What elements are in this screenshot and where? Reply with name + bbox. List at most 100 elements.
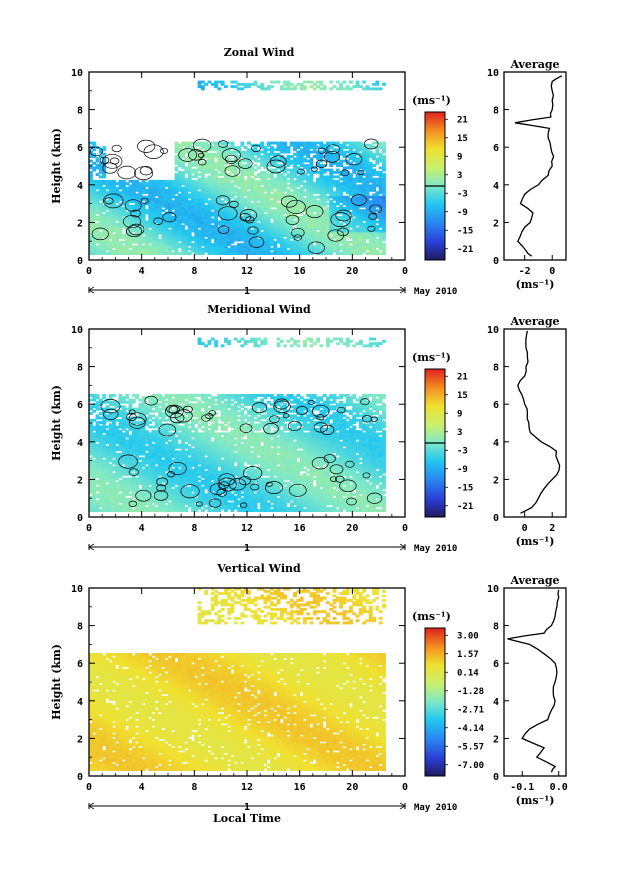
heatmap-cell	[349, 186, 353, 190]
heatmap-cell	[375, 161, 380, 165]
contour-loop	[89, 146, 103, 157]
heatmap-cell	[362, 216, 367, 219]
heatmap-cell	[289, 170, 294, 174]
heatmap-cell	[326, 236, 330, 240]
heatmap-cell	[260, 238, 265, 242]
heatmap-cell	[112, 202, 116, 206]
heatmap-cell	[362, 184, 367, 188]
heatmap-cell	[240, 207, 245, 210]
heatmap-cell	[89, 482, 93, 485]
heatmap-cell	[89, 412, 93, 415]
heatmap-cell	[263, 184, 268, 188]
heatmap-cell	[237, 191, 241, 195]
heatmap-cell	[273, 211, 278, 215]
heatmap-cell	[266, 152, 271, 156]
heatmap-cell	[227, 204, 232, 208]
heatmap-cell	[164, 188, 169, 192]
heatmap-cell	[306, 211, 311, 215]
heatmap-cell	[194, 245, 199, 249]
heatmap-cell	[322, 193, 327, 197]
heatmap-cell	[102, 502, 107, 506]
heatmap-cell	[322, 218, 327, 222]
heatmap-cell	[181, 198, 186, 201]
heatmap-cell	[286, 227, 291, 231]
heatmap-cell	[92, 252, 97, 255]
heatmap-cell	[322, 249, 327, 253]
heatmap-cell	[279, 227, 284, 231]
heatmap-cell	[224, 168, 228, 172]
heatmap-cell	[227, 238, 232, 242]
heatmap-cell	[358, 159, 363, 163]
heatmap-cell	[171, 238, 176, 242]
heatmap-cell	[181, 211, 186, 215]
heatmap-cell	[108, 243, 113, 246]
contour-loop	[310, 166, 318, 172]
heatmap-cell	[158, 227, 162, 231]
heatmap-cell	[164, 179, 169, 183]
heatmap-cell	[148, 249, 153, 253]
heatmap-cell	[184, 211, 189, 215]
heatmap-cell	[312, 249, 317, 253]
heatmap-cell	[296, 218, 301, 222]
heatmap-cell	[227, 209, 232, 213]
heatmap-cell	[286, 150, 291, 154]
heatmap-cell	[303, 213, 307, 217]
heatmap-cell	[309, 218, 314, 222]
heatmap-cell	[319, 164, 324, 167]
heatmap-cell	[171, 216, 176, 219]
heatmap-cell	[105, 211, 110, 215]
heatmap-cell	[243, 186, 248, 190]
heatmap-cell	[92, 222, 97, 226]
heatmap-cell	[102, 455, 107, 458]
heatmap-cell	[145, 238, 149, 242]
heatmap-cell	[382, 143, 386, 147]
heatmap-cell	[332, 249, 337, 253]
heatmap-cell	[368, 207, 373, 210]
heatmap-cell	[368, 166, 373, 170]
heatmap-cell	[279, 234, 284, 237]
heatmap-cell	[243, 146, 248, 149]
heatmap-cell	[92, 143, 97, 147]
heatmap-cell	[214, 195, 218, 199]
heatmap-cell	[214, 240, 218, 244]
heatmap-cell	[194, 195, 199, 199]
heatmap-cell	[296, 179, 301, 183]
heatmap-cell	[270, 157, 274, 161]
heatmap-cell	[89, 443, 93, 447]
heatmap-cell	[289, 179, 294, 183]
heatmap-cell	[273, 80, 278, 84]
contour-loop	[137, 139, 156, 153]
heatmap-cell	[382, 231, 386, 235]
heatmap-cell	[253, 252, 258, 255]
heatmap-cell	[217, 249, 222, 253]
heatmap-cell	[303, 175, 307, 179]
heatmap-cell	[181, 166, 186, 170]
heatmap-cell	[220, 222, 225, 226]
heatmap-cell	[293, 161, 297, 165]
heatmap-cell	[378, 207, 383, 210]
heatmap-cell	[375, 141, 380, 145]
heatmap-cell	[145, 182, 149, 186]
heatmap-cell	[220, 249, 225, 253]
heatmap-cell	[247, 177, 251, 181]
heatmap-cell	[349, 182, 353, 186]
heatmap-cell	[273, 234, 278, 237]
heatmap-cell	[214, 247, 218, 251]
heatmap-cell	[174, 252, 179, 255]
heatmap-cell	[187, 184, 192, 188]
heatmap-cell	[214, 238, 218, 242]
heatmap-cell	[125, 186, 130, 190]
heatmap-cell	[98, 502, 103, 506]
heatmap-cell	[260, 85, 265, 89]
heatmap-cell	[92, 202, 97, 206]
heatmap-cell	[177, 216, 182, 219]
heatmap-cell	[227, 193, 232, 197]
heatmap-cell	[355, 222, 360, 226]
heatmap-cell	[286, 168, 291, 172]
heatmap-cell	[309, 234, 314, 237]
heatmap-cell	[349, 234, 353, 237]
heatmap-cell	[204, 222, 209, 226]
heatmap-cell	[378, 166, 383, 170]
heatmap-cell	[263, 240, 268, 244]
heatmap-cell	[98, 461, 103, 465]
